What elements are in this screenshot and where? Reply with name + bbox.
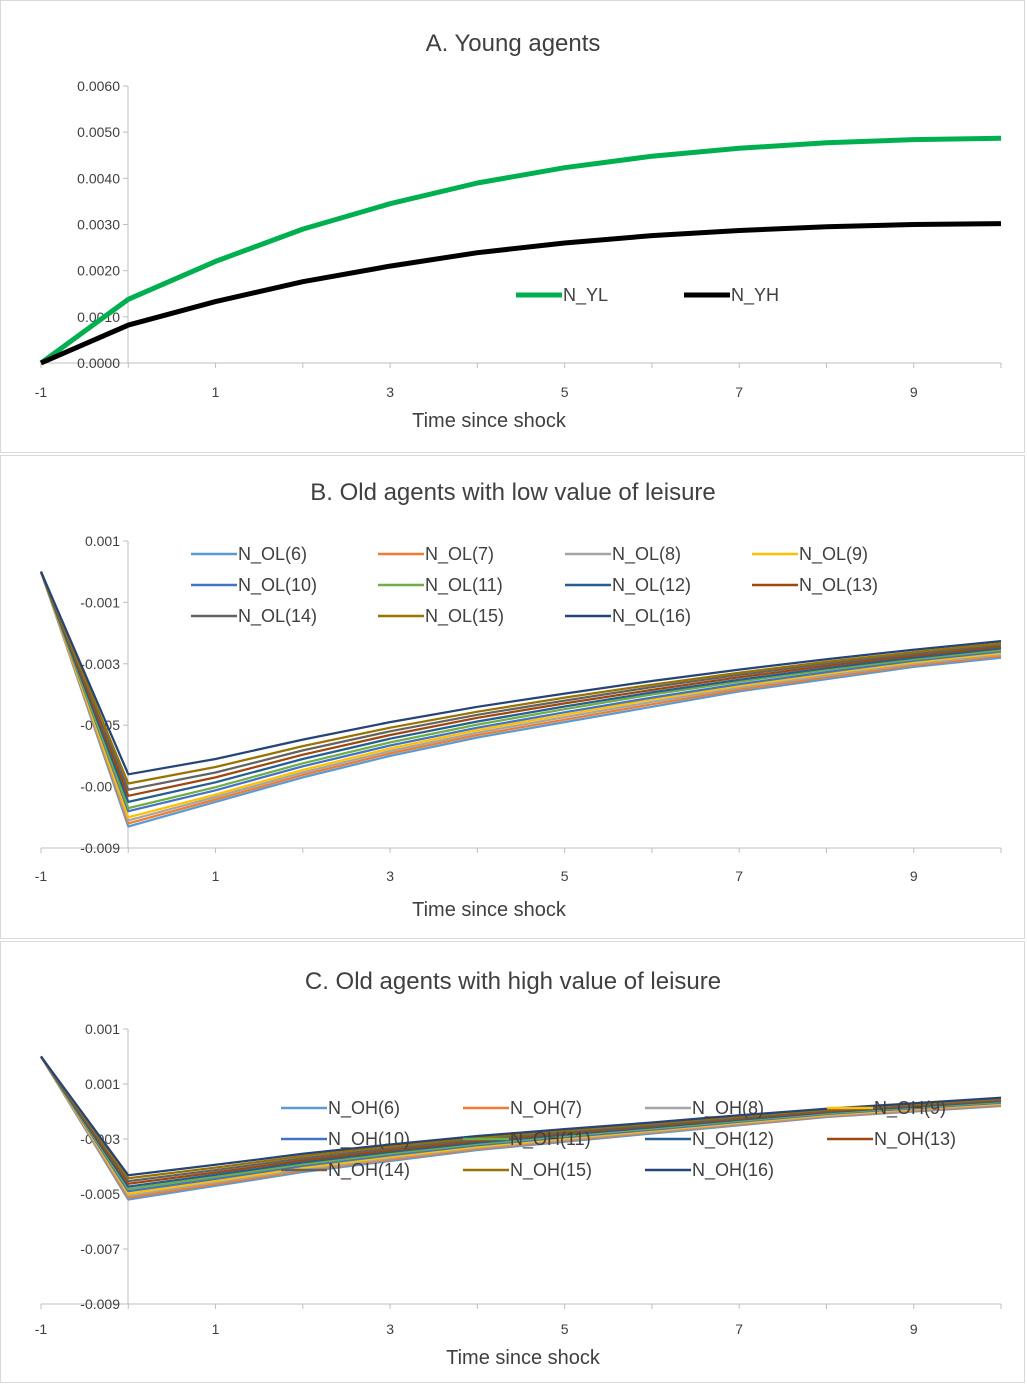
- series-line-N_OL(10): [39, 571, 1002, 813]
- x-tick-label: 9: [910, 868, 918, 884]
- x-axis-label: Time since shock: [446, 1347, 601, 1369]
- chart-young-agents: A. Young agents0.00000.00100.00200.00300…: [35, 30, 1002, 432]
- legend-entry: N_OL(8): [612, 544, 681, 565]
- legend-entry: N_OL(15): [425, 606, 504, 627]
- y-tick-label: 0.0020: [77, 263, 120, 279]
- legend-entry: N_OL(11): [425, 575, 503, 596]
- y-tick-label: -0.009: [80, 840, 120, 856]
- x-tick-label: -1: [35, 1321, 48, 1337]
- chart-old-high-leisure: C. Old agents with high value of leisure…: [35, 968, 1002, 1369]
- y-tick-label: 0.0000: [77, 355, 120, 371]
- chart-title: B. Old agents with low value of leisure: [310, 479, 716, 506]
- y-tick-label: 0.0050: [77, 124, 120, 140]
- legend-entry: N_OH(9): [874, 1098, 946, 1119]
- legend-entry: N_OL(12): [612, 575, 691, 596]
- legend-entry: N_OL(13): [799, 575, 878, 596]
- series-line-N_OL(9): [39, 571, 1002, 819]
- x-tick-label: 9: [910, 1321, 918, 1337]
- x-tick-label: 5: [561, 384, 569, 400]
- x-tick-label: 3: [386, 868, 394, 884]
- series-line-N_OL(6): [39, 571, 1002, 828]
- series-line-N_OL(12): [39, 571, 1002, 804]
- y-tick-label: 0.0060: [77, 78, 120, 94]
- x-tick-label: -1: [35, 384, 48, 400]
- series-line-N_OL(13): [39, 571, 1002, 797]
- x-axis-label: Time since shock: [412, 410, 567, 432]
- x-tick-label: 3: [386, 384, 394, 400]
- legend-entry: N_YL: [563, 285, 608, 306]
- chart-panel-b: B. Old agents with low value of leisure -…: [0, 455, 1025, 939]
- legend-entry: N_OH(14): [328, 1160, 410, 1181]
- legend-entry: N_OH(13): [874, 1129, 956, 1150]
- chart-old-low-leisure: B. Old agents with low value of leisure -…: [35, 479, 1002, 921]
- legend-entry: N_OH(6): [328, 1098, 400, 1119]
- series-line-N_OL(7): [39, 571, 1002, 825]
- series-line-N_YL: [39, 135, 1002, 366]
- series-line-N_OL(8): [39, 571, 1002, 822]
- y-tick-label: 0.001: [85, 1021, 120, 1037]
- y-tick-label: 0.0030: [77, 217, 120, 233]
- legend-entry: N_OH(16): [692, 1160, 774, 1181]
- x-tick-label: 1: [212, 1321, 220, 1337]
- legend-entry: N_YH: [731, 285, 779, 306]
- legend-entry: N_OL(16): [612, 606, 691, 627]
- y-tick-label: -0.001: [80, 594, 120, 610]
- legend-entry: N_OL(9): [799, 544, 868, 565]
- y-tick-label: -0.005: [80, 1186, 120, 1202]
- legend-entry: N_OH(7): [510, 1098, 582, 1119]
- legend-entry: N_OH(10): [328, 1129, 410, 1150]
- series-line-N_OL(16): [39, 571, 1002, 776]
- legend-entry: N_OH(11): [510, 1129, 591, 1150]
- y-tick-label: -0.007: [80, 779, 120, 795]
- series-line-N_OL(14): [39, 571, 1002, 791]
- series-line-N_YH: [40, 221, 1002, 366]
- x-tick-label: 9: [910, 384, 918, 400]
- legend-entry: N_OH(8): [692, 1098, 764, 1119]
- chart-title: C. Old agents with high value of leisure: [305, 968, 721, 995]
- x-tick-label: 5: [561, 868, 569, 884]
- x-tick-label: 7: [735, 384, 743, 400]
- x-tick-label: 3: [386, 1321, 394, 1337]
- y-tick-label: -0.003: [80, 656, 120, 672]
- legend-entry: N_OL(6): [238, 544, 307, 565]
- x-tick-label: 1: [212, 384, 220, 400]
- x-axis-label: Time since shock: [412, 899, 567, 921]
- x-tick-label: -1: [35, 868, 48, 884]
- series-line-N_OL(11): [39, 571, 1002, 810]
- legend-entry: N_OL(10): [238, 575, 317, 596]
- y-tick-label: -0.007: [80, 1241, 120, 1257]
- y-tick-label: -0.009: [80, 1296, 120, 1312]
- series-line-N_OL(15): [39, 571, 1002, 785]
- x-tick-label: 5: [561, 1321, 569, 1337]
- chart-panel-c: C. Old agents with high value of leisure…: [0, 941, 1025, 1383]
- legend-entry: N_OL(14): [238, 606, 317, 627]
- x-tick-label: 7: [735, 1321, 743, 1337]
- y-tick-label: 0.001: [85, 1076, 120, 1092]
- y-tick-label: 0.0040: [77, 170, 120, 186]
- legend-entry: N_OL(7): [425, 544, 494, 565]
- legend-entry: N_OH(15): [510, 1160, 592, 1181]
- chart-panel-a: A. Young agents 0.0000 0.0010 0.0020 0.0030 0…: [0, 0, 1025, 453]
- x-tick-label: 7: [735, 868, 743, 884]
- chart-title: A. Young agents: [426, 30, 601, 57]
- legend-entry: N_OH(12): [692, 1129, 774, 1150]
- x-tick-label: 1: [212, 868, 220, 884]
- y-tick-label: 0.001: [85, 533, 120, 549]
